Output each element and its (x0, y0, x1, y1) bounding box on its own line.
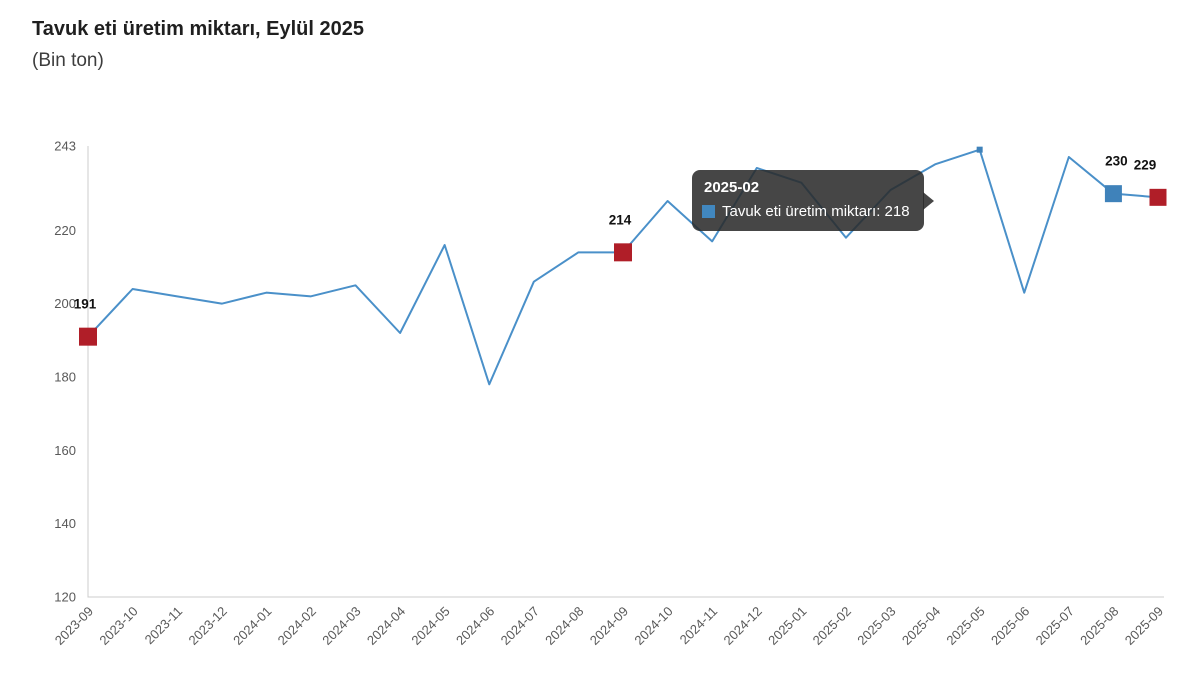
data-point-marker[interactable] (1149, 188, 1167, 206)
point-data-label: 214 (609, 212, 632, 227)
x-axis-tick-label: 2023-12 (186, 604, 230, 648)
x-axis-tick-label: 2025-09 (1122, 604, 1166, 648)
point-data-label: 230 (1105, 154, 1128, 169)
x-axis-tick-label: 2024-10 (631, 604, 675, 648)
x-axis-tick-label: 2025-05 (943, 604, 987, 648)
x-axis-tick-label: 2024-03 (319, 604, 363, 648)
x-axis-tick-label: 2025-02 (810, 604, 854, 648)
x-axis-tick-label: 2025-01 (765, 604, 809, 648)
x-axis-tick-label: 2025-07 (1033, 604, 1077, 648)
tooltip-series-value: Tavuk eti üretim miktarı: 218 (722, 203, 910, 220)
x-axis-tick-label: 2025-03 (854, 604, 898, 648)
x-axis-tick-label: 2024-09 (587, 604, 631, 648)
x-axis-tick-label: 2024-08 (542, 604, 586, 648)
y-axis-tick-label: 160 (54, 443, 76, 458)
point-data-label: 229 (1134, 157, 1157, 172)
x-axis-tick-label: 2024-11 (677, 604, 721, 648)
x-axis-tick-label: 2025-08 (1077, 604, 1121, 648)
tooltip-date: 2025-02 (704, 179, 760, 196)
y-axis-tick-label: 200 (54, 296, 76, 311)
x-axis-tick-label: 2024-02 (275, 604, 319, 648)
y-axis-tick-label: 140 (54, 516, 76, 531)
chart-subtitle: (Bin ton) (32, 50, 104, 71)
tooltip-series-row: Tavuk eti üretim miktarı: 218 (702, 203, 910, 220)
x-axis-tick-label: 2023-10 (96, 604, 140, 648)
x-axis-tick-label: 2024-07 (498, 604, 542, 648)
chart-header: Tavuk eti üretim miktarı, Eylül 2025 (Bi… (32, 18, 364, 72)
y-axis-tick-label: 120 (54, 590, 76, 605)
tooltip-arrow-icon (922, 191, 934, 210)
tooltip: 2025-02 Tavuk eti üretim miktarı: 218 (692, 170, 934, 231)
point-data-label: 191 (74, 297, 97, 312)
series-swatch-icon (702, 205, 715, 218)
y-axis-tick-label: 243 (54, 139, 76, 154)
x-axis-tick-label: 2025-04 (899, 604, 943, 648)
y-axis-tick-label: 180 (54, 370, 76, 385)
data-point-marker[interactable] (614, 243, 632, 262)
x-axis-tick-label: 2023-09 (52, 604, 96, 648)
x-axis-tick-label: 2024-05 (408, 604, 452, 648)
series-line (87, 148, 1159, 386)
chart-title: Tavuk eti üretim miktarı, Eylül 2025 (32, 18, 364, 40)
x-axis-tick-label: 2024-06 (453, 604, 497, 648)
x-axis-tick-label: 2024-04 (364, 604, 408, 648)
y-axis-tick-label: 220 (54, 223, 76, 238)
data-point-marker[interactable] (976, 146, 983, 153)
axis-lines (87, 146, 1164, 598)
x-axis-tick-label: 2024-01 (230, 604, 274, 648)
x-axis-tick-label: 2023-11 (142, 604, 186, 648)
data-point-marker[interactable] (79, 327, 97, 346)
x-axis-tick-label: 2025-06 (988, 604, 1032, 648)
data-point-marker[interactable] (1104, 185, 1122, 203)
x-axis-tick-label: 2024-12 (721, 604, 765, 648)
